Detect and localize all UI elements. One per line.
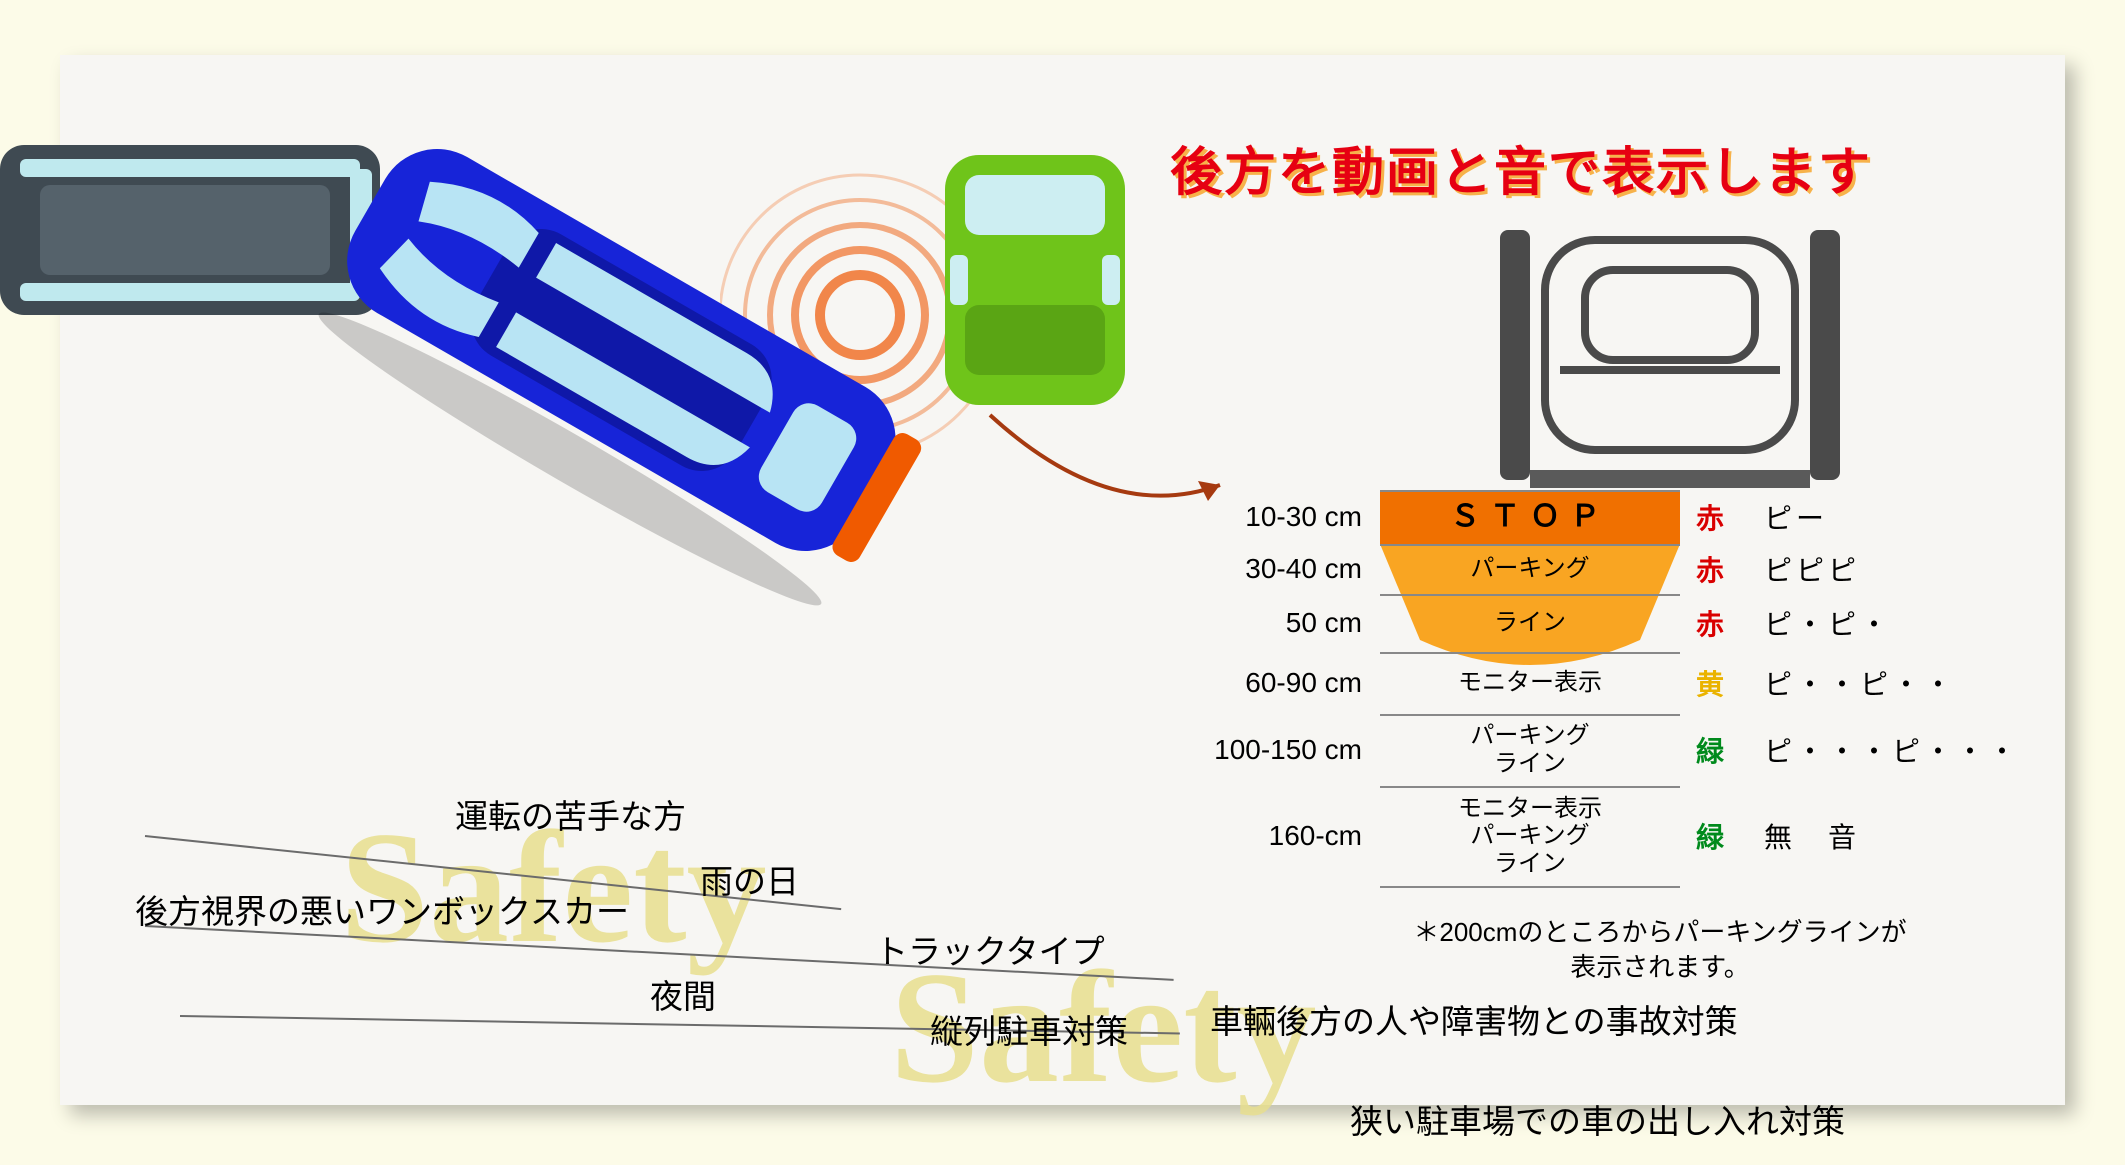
- zone-distance: 100-150 cm: [1180, 734, 1380, 766]
- main-panel: Safety Safety 後方を動画と音で表示します: [60, 55, 2065, 1105]
- zone-color-label: 緑: [1680, 730, 1740, 770]
- scatter-label: 縦列駐車対策: [930, 1005, 1128, 1053]
- zone-sound-label: ピ・・・ピ・・・: [1740, 730, 2020, 770]
- green-car-illustration: [930, 145, 1140, 415]
- zone-sound-label: ピ・・ピ・・: [1740, 663, 2020, 703]
- zone-distance: 30-40 cm: [1180, 553, 1380, 585]
- zone-distance: 160-cm: [1180, 820, 1380, 852]
- zone-row: 30-40 cmパーキング赤ピピピ: [1180, 544, 2020, 594]
- scatter-label: 後方視界の悪いワンボックスカー: [135, 885, 629, 933]
- zone-row: 160-cmモニター表示パーキングライン緑無 音: [1180, 786, 2020, 886]
- zone-distance: 60-90 cm: [1180, 667, 1380, 699]
- zone-distance: 50 cm: [1180, 607, 1380, 639]
- rear-car-illustration: [1490, 200, 1850, 490]
- zone-center-label: ＳＴＯＰ: [1380, 496, 1680, 539]
- zone-color-label: 緑: [1680, 816, 1740, 856]
- zone-color-label: 黄: [1680, 663, 1740, 703]
- zone-center-label: モニター表示: [1380, 665, 1680, 701]
- zone-sound-label: ピー: [1740, 497, 2020, 537]
- scatter-label: 雨の日: [700, 855, 799, 903]
- zone-footnote: ＊200cmのところからパーキングラインが表示されます。: [1360, 915, 1960, 985]
- scatter-label: 車輛後方の人や障害物との事故対策: [1210, 995, 1738, 1043]
- headline: 後方を動画と音で表示します: [1170, 130, 1872, 205]
- zone-row: 100-150 cmパーキングライン緑ピ・・・ピ・・・: [1180, 714, 2020, 786]
- zone-center-label: パーキング: [1380, 551, 1680, 587]
- scatter-label: 夜間: [650, 970, 716, 1018]
- sensor-zone-table: 10-30 cmＳＴＯＰ赤ピー30-40 cmパーキング赤ピピピ50 cmライン…: [1180, 490, 2020, 888]
- zone-color-label: 赤: [1680, 497, 1740, 537]
- zone-row: 10-30 cmＳＴＯＰ赤ピー: [1180, 490, 2020, 544]
- scatter-label: トラックタイプ: [875, 925, 1105, 973]
- zone-center-label: モニター表示パーキングライン: [1380, 791, 1680, 882]
- zone-sound-label: ピピピ: [1740, 549, 2020, 589]
- zone-center-label: ライン: [1380, 605, 1680, 641]
- zone-row: 50 cmライン赤ピ・ピ・: [1180, 594, 2020, 652]
- zone-row: 60-90 cmモニター表示黄ピ・・ピ・・: [1180, 652, 2020, 714]
- zone-sound-label: 無 音: [1740, 816, 2020, 856]
- zone-sound-label: ピ・ピ・: [1740, 603, 2020, 643]
- reversing-car-illustration: [278, 65, 982, 645]
- scatter-label: 狭い駐車場での車の出し入れ対策: [1350, 1095, 1845, 1143]
- zone-distance: 10-30 cm: [1180, 501, 1380, 533]
- zone-color-label: 赤: [1680, 603, 1740, 643]
- zone-center-label: パーキングライン: [1380, 718, 1680, 781]
- zone-color-label: 赤: [1680, 549, 1740, 589]
- scatter-label: 運転の苦手な方: [455, 790, 686, 838]
